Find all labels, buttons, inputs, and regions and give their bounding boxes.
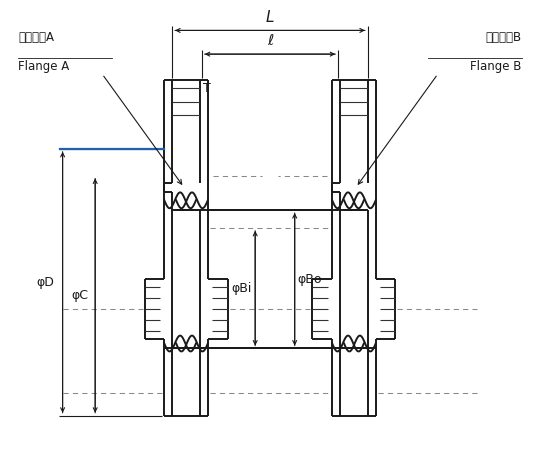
Text: Flange A: Flange A — [18, 60, 70, 73]
Text: φBi: φBi — [232, 282, 252, 295]
Text: L: L — [266, 9, 274, 24]
Text: φC: φC — [71, 289, 88, 302]
Text: T: T — [203, 82, 211, 95]
Text: ℓ: ℓ — [267, 33, 273, 48]
Text: フランジB: フランジB — [485, 31, 522, 44]
Text: φD: φD — [37, 276, 55, 289]
Text: φBo: φBo — [298, 273, 322, 286]
Text: フランジA: フランジA — [18, 31, 54, 44]
Text: Flange B: Flange B — [470, 60, 522, 73]
